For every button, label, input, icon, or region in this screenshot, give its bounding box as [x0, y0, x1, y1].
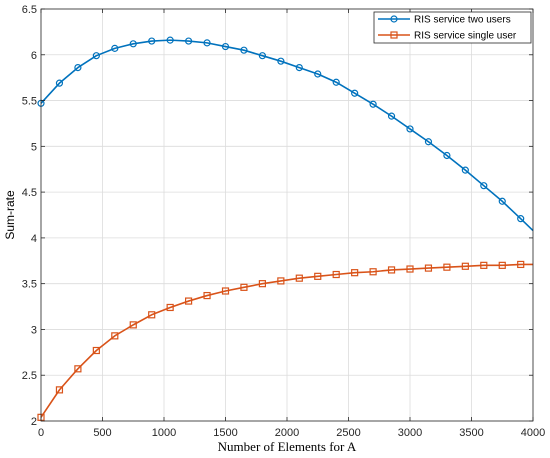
- point-single-user: [277, 277, 285, 285]
- point-two-users: [74, 63, 82, 72]
- point-two-users: [461, 166, 469, 174]
- point-single-user: [74, 365, 82, 373]
- y-axis-title: Sum-rate: [3, 190, 17, 240]
- point-two-users: [424, 138, 433, 146]
- point-two-users: [148, 37, 156, 45]
- point-single-user: [295, 274, 303, 282]
- point-two-users: [111, 44, 119, 52]
- point-two-users: [203, 39, 211, 47]
- point-two-users: [314, 70, 322, 78]
- legend-label-two-users: RIS service two users: [414, 15, 511, 26]
- series-layer: [37, 36, 534, 421]
- point-single-user: [258, 280, 266, 288]
- point-two-users: [258, 52, 266, 60]
- point-two-users: [277, 57, 285, 65]
- ticks: 0 500 1000 1500 2000 2500 3000 3500 4000 2 2.5 3 3.5…: [22, 4, 546, 439]
- point-single-user: [443, 263, 451, 271]
- x-tick-label: 1500: [213, 427, 237, 439]
- point-single-user: [185, 297, 193, 305]
- point-single-user: [332, 270, 340, 279]
- point-two-users: [185, 37, 193, 45]
- point-single-user: [387, 266, 396, 274]
- y-tick-label: 3: [31, 324, 37, 336]
- point-single-user: [221, 287, 230, 295]
- point-two-users: [369, 100, 377, 108]
- y-tick-label: 4.5: [22, 187, 37, 199]
- y-tick-label: 2.5: [22, 370, 37, 382]
- x-tick-label: 4000: [521, 427, 545, 439]
- y-tick-label: 3.5: [22, 279, 37, 291]
- point-single-user: [314, 272, 322, 280]
- y-tick-label: 2: [31, 416, 37, 428]
- legend: RIS service two users RIS service single…: [373, 11, 532, 44]
- legend-box: [373, 11, 532, 44]
- point-single-user: [369, 268, 377, 276]
- legend-marker-single-user: [390, 31, 398, 39]
- point-two-users: [517, 215, 525, 223]
- point-single-user: [517, 260, 525, 269]
- point-single-user: [498, 261, 506, 269]
- point-two-users: [480, 182, 488, 190]
- point-two-users: [55, 79, 64, 87]
- point-single-user: [166, 303, 174, 312]
- point-two-users: [166, 36, 174, 44]
- point-two-users: [443, 151, 451, 160]
- x-tick-label: 2500: [336, 427, 360, 439]
- point-two-users: [406, 125, 414, 133]
- point-two-users: [332, 78, 340, 86]
- point-single-user: [461, 262, 469, 270]
- point-single-user: [55, 386, 64, 394]
- y-tick-label: 4: [31, 233, 37, 245]
- x-tick-label: 0: [38, 427, 44, 439]
- point-single-user: [92, 346, 100, 355]
- point-two-users: [295, 63, 303, 72]
- point-single-user: [203, 291, 211, 300]
- point-two-users: [129, 40, 137, 48]
- series-line-two-users: [40, 39, 534, 232]
- series-line-single-user: [40, 263, 533, 418]
- x-tick-label: 3000: [398, 427, 422, 439]
- point-two-users: [498, 197, 506, 205]
- y-tick-label: 5.5: [22, 96, 37, 108]
- point-two-users: [351, 89, 359, 97]
- y-tick-label: 5: [31, 141, 37, 153]
- point-single-user: [148, 311, 156, 319]
- x-tick-label: 1000: [152, 427, 176, 439]
- point-single-user: [111, 332, 119, 340]
- legend-marker-two-users: [390, 15, 398, 23]
- x-tick-label: 3500: [459, 427, 483, 439]
- x-tick-label: 2000: [275, 427, 299, 439]
- point-single-user: [129, 321, 137, 329]
- x-tick-label: 500: [93, 427, 111, 439]
- x-axis-title: Number of Elements for A: [218, 439, 357, 454]
- y-tick-label: 6: [31, 50, 37, 62]
- legend-label-single-user: RIS service single user: [414, 31, 517, 42]
- point-two-users: [240, 46, 248, 54]
- point-single-user: [480, 261, 488, 269]
- point-single-user: [240, 283, 248, 291]
- point-two-users: [387, 112, 396, 120]
- point-single-user: [424, 264, 433, 272]
- point-two-users: [92, 52, 100, 60]
- point-single-user: [406, 265, 414, 273]
- point-two-users: [221, 42, 230, 51]
- point-single-user: [351, 269, 359, 277]
- y-tick-label: 6.5: [22, 4, 37, 16]
